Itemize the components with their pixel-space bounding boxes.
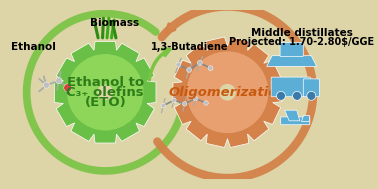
Circle shape bbox=[176, 62, 181, 67]
Polygon shape bbox=[301, 115, 309, 121]
Circle shape bbox=[67, 54, 144, 131]
Text: Middle distillates: Middle distillates bbox=[251, 28, 352, 38]
Circle shape bbox=[277, 91, 285, 100]
Circle shape bbox=[307, 91, 316, 100]
Circle shape bbox=[197, 60, 202, 65]
Text: Ethanol to: Ethanol to bbox=[67, 76, 144, 89]
FancyBboxPatch shape bbox=[303, 79, 319, 97]
Text: Projected: 1.70-2.80$/GGE: Projected: 1.70-2.80$/GGE bbox=[229, 37, 374, 47]
Circle shape bbox=[193, 96, 198, 101]
Text: Oligomerization: Oligomerization bbox=[168, 86, 287, 99]
Circle shape bbox=[187, 67, 192, 72]
Circle shape bbox=[219, 84, 236, 101]
Circle shape bbox=[187, 51, 268, 133]
Circle shape bbox=[183, 102, 187, 106]
Polygon shape bbox=[285, 110, 300, 121]
Text: Ethanol: Ethanol bbox=[11, 42, 56, 52]
Circle shape bbox=[208, 66, 213, 71]
Polygon shape bbox=[173, 37, 282, 147]
Circle shape bbox=[293, 91, 302, 100]
Circle shape bbox=[98, 84, 113, 100]
Circle shape bbox=[43, 82, 50, 88]
Circle shape bbox=[161, 103, 166, 108]
Text: Biomass: Biomass bbox=[90, 18, 139, 28]
FancyBboxPatch shape bbox=[271, 77, 310, 97]
Circle shape bbox=[56, 77, 62, 84]
Polygon shape bbox=[267, 56, 317, 66]
Text: (ETO): (ETO) bbox=[84, 96, 126, 109]
Text: C₃₊ olefins: C₃₊ olefins bbox=[67, 86, 144, 99]
Circle shape bbox=[204, 101, 208, 105]
Polygon shape bbox=[54, 42, 156, 143]
FancyBboxPatch shape bbox=[280, 42, 303, 57]
Text: 1,3-Butadiene: 1,3-Butadiene bbox=[151, 42, 229, 52]
Circle shape bbox=[172, 98, 176, 102]
FancyBboxPatch shape bbox=[281, 117, 310, 125]
Circle shape bbox=[64, 84, 72, 92]
